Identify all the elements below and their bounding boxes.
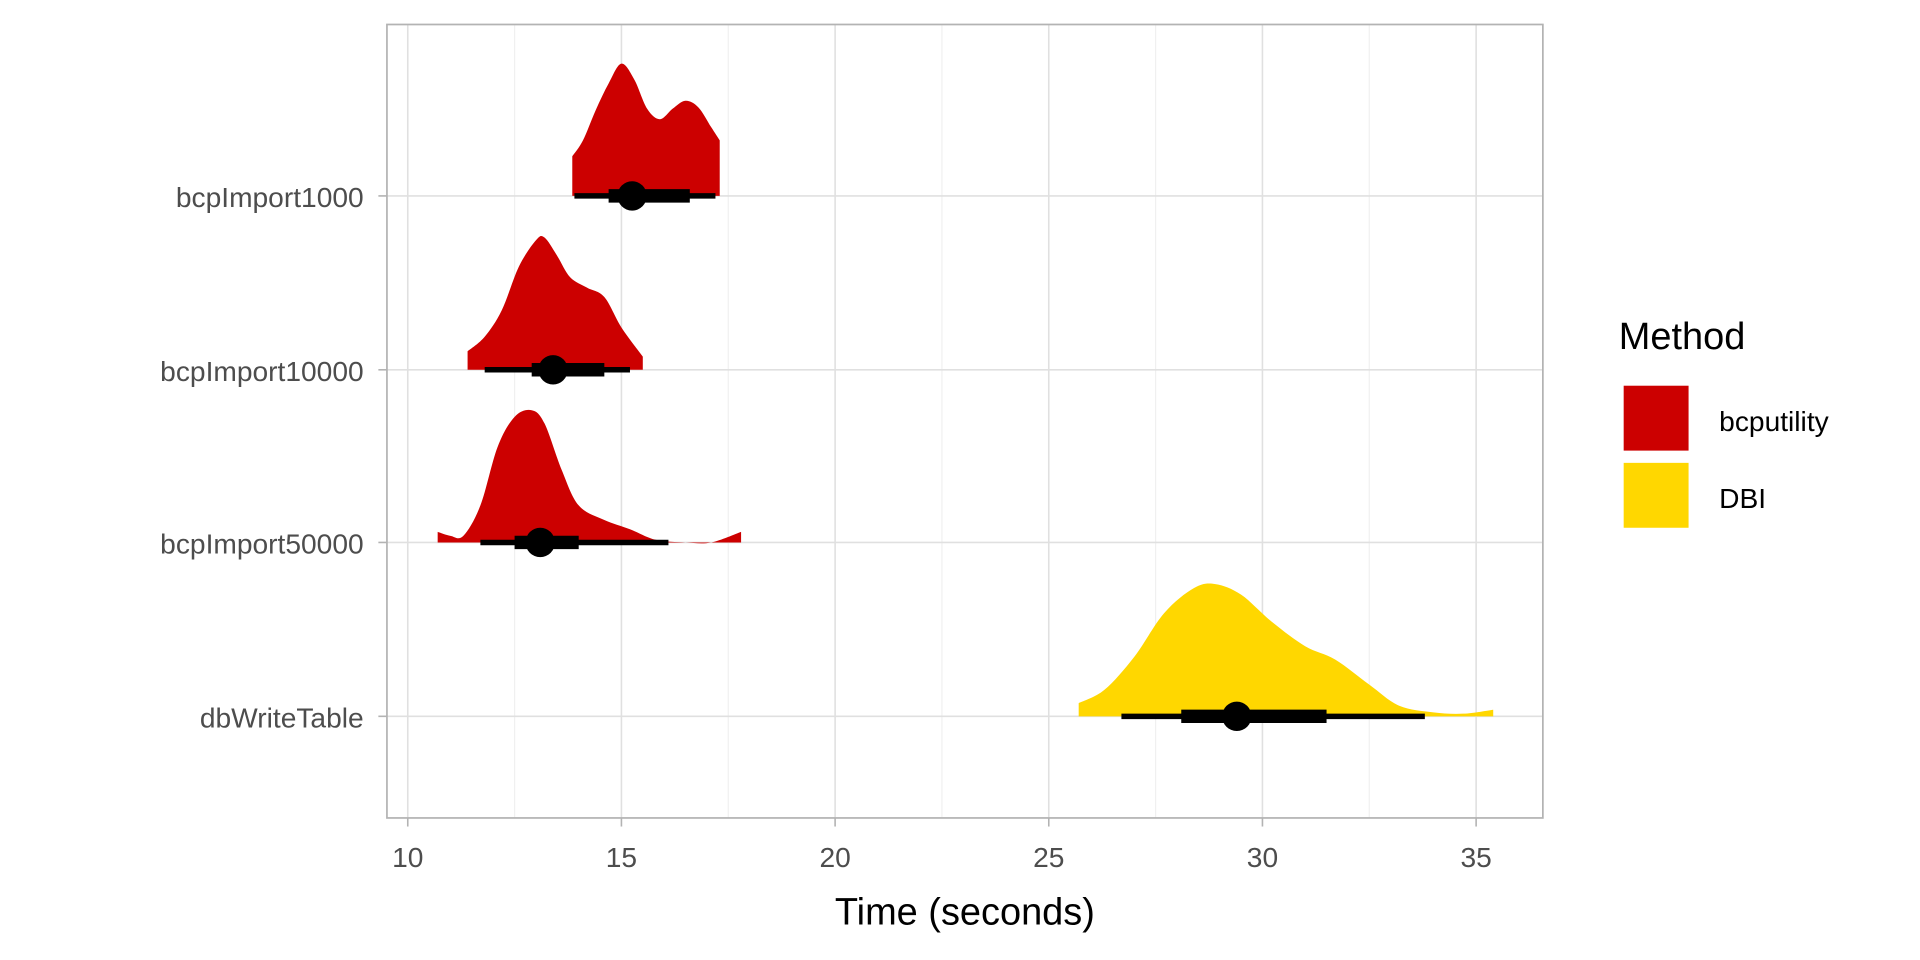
legend: Method bcputility DBI <box>1619 316 1830 528</box>
y-tick-label: bcpImport50000 <box>160 528 364 559</box>
x-axis-title: Time (seconds) <box>835 891 1095 933</box>
median-point-bcpImport10000 <box>538 355 568 385</box>
legend-label-dbi: DBI <box>1719 483 1766 514</box>
x-axis: 10 15 20 25 30 35 <box>392 817 1492 873</box>
minor-gridlines <box>513 24 1370 818</box>
median-point-bcpImport50000 <box>525 527 555 558</box>
legend-label-bcputility: bcputility <box>1719 406 1829 437</box>
median-point-dbWriteTable <box>1222 701 1252 732</box>
x-tick-label: 10 <box>392 842 423 873</box>
density-bcpImport10000 <box>467 235 643 370</box>
x-tick-label: 20 <box>819 842 850 873</box>
x-tick-label: 15 <box>606 842 637 873</box>
interval-bars <box>480 181 1425 732</box>
density-bcpImport50000 <box>437 409 742 544</box>
y-tick-label: bcpImport1000 <box>176 182 364 213</box>
density-dbWriteTable <box>1078 583 1494 717</box>
x-tick-label: 25 <box>1033 842 1064 873</box>
y-tick-label: dbWriteTable <box>200 702 364 733</box>
median-point-bcpImport1000 <box>617 181 647 211</box>
y-tick-label: bcpImport10000 <box>160 356 364 387</box>
density-bcpImport1000 <box>572 63 720 196</box>
y-axis: bcpImport1000 bcpImport10000 bcpImport5000… <box>160 182 387 733</box>
legend-swatch-bcputility <box>1623 385 1689 451</box>
x-tick-label: 35 <box>1460 842 1491 873</box>
legend-title: Method <box>1619 316 1746 358</box>
x-tick-label: 30 <box>1247 842 1278 873</box>
density-shapes <box>437 63 1494 717</box>
legend-swatch-dbi <box>1623 462 1689 528</box>
panel-border <box>386 23 1544 819</box>
